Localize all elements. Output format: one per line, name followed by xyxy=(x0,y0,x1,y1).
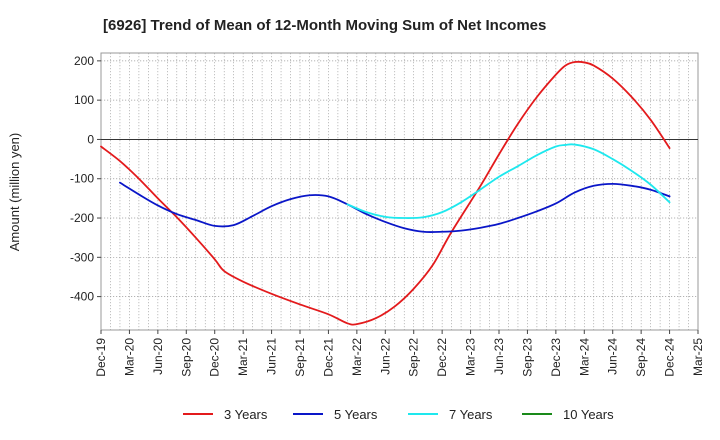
plot-area xyxy=(100,52,699,331)
legend-label-1: 3 Years xyxy=(224,407,268,422)
x-tick-label: Jun-23 xyxy=(492,338,506,375)
x-tick-label: Dec-21 xyxy=(321,338,335,377)
legend-label-4: 10 Years xyxy=(563,407,614,422)
x-tick-label: Mar-25 xyxy=(691,338,705,376)
y-axis-label: Amount (million yen) xyxy=(7,133,22,252)
x-tick-label: Dec-24 xyxy=(663,338,677,377)
y-tick-label: 200 xyxy=(74,54,94,68)
x-tick-label: Sep-24 xyxy=(634,338,648,377)
x-tick-label: Mar-22 xyxy=(350,338,364,376)
grid-lines xyxy=(100,53,699,330)
y-tick-label: -100 xyxy=(70,172,94,186)
y-tick-label: -200 xyxy=(70,211,94,225)
x-tick-label: Dec-20 xyxy=(208,338,222,377)
x-tick-label: Dec-19 xyxy=(94,338,108,377)
x-tick-label: Sep-22 xyxy=(407,338,421,377)
x-tick-label: Jun-24 xyxy=(606,338,620,375)
series-layer xyxy=(100,60,671,326)
x-tick-label: Dec-22 xyxy=(435,338,449,377)
y-tick-label: -400 xyxy=(70,290,94,304)
x-tick-label: Sep-21 xyxy=(293,338,307,377)
legend-label-3: 7 Years xyxy=(449,407,493,422)
y-axis-ticks: 200 100 0 -100 -200 -300 -400 xyxy=(70,54,101,304)
x-tick-label: Sep-23 xyxy=(520,338,534,377)
x-tick-label: Jun-22 xyxy=(378,338,392,375)
series-line-2 xyxy=(119,181,671,233)
y-tick-label: -300 xyxy=(70,250,94,264)
x-axis-ticks: Dec-19 Mar-20 Jun-20 Sep-20 Dec-20 Mar-21 Jun-… xyxy=(94,330,705,377)
chart-title: [6926] Trend of Mean of 12-Month Moving … xyxy=(103,17,546,34)
x-tick-label: Jun-21 xyxy=(265,338,279,375)
x-tick-label: Sep-20 xyxy=(179,338,193,377)
x-tick-label: Mar-20 xyxy=(122,338,136,376)
x-tick-label: Jun-20 xyxy=(151,338,165,375)
x-tick-label: Dec-23 xyxy=(549,338,563,377)
x-tick-label: Mar-23 xyxy=(464,338,478,376)
series-line-1 xyxy=(100,60,671,326)
legend: 3 Years 5 Years 7 Years 10 Years xyxy=(183,407,614,422)
y-tick-label: 0 xyxy=(87,132,94,146)
legend-label-2: 5 Years xyxy=(334,407,378,422)
x-tick-label: Mar-24 xyxy=(577,338,591,376)
series-line-3 xyxy=(346,143,671,219)
y-tick-label: 100 xyxy=(74,93,94,107)
x-tick-label: Mar-21 xyxy=(236,338,250,376)
